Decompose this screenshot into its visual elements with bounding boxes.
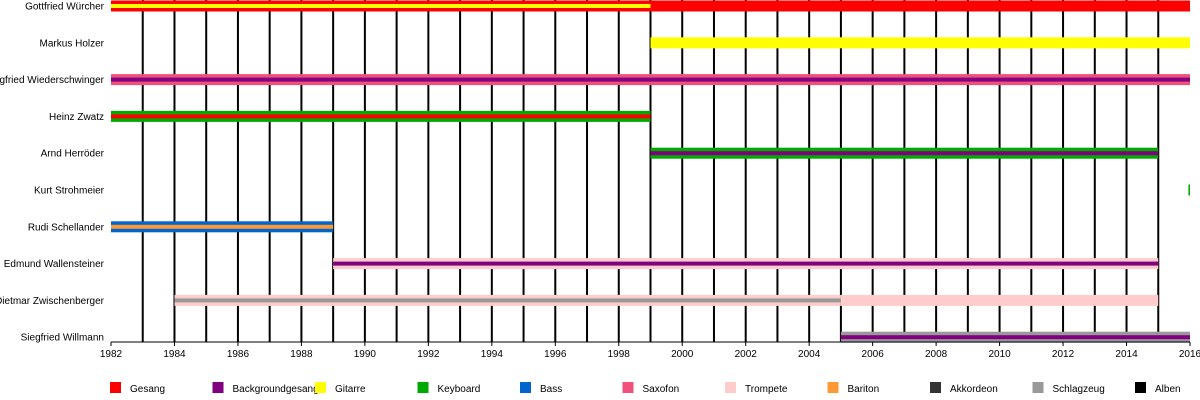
x-tick-label: 1990 <box>354 349 377 360</box>
member-bar-secondary <box>840 335 1190 340</box>
member-bar <box>840 294 1159 306</box>
legend-label: Bass <box>540 384 562 395</box>
legend-label: Bariton <box>848 384 880 395</box>
legend-swatch <box>110 382 121 393</box>
legend-label: Akkordeon <box>950 384 998 395</box>
legend-swatch <box>930 382 941 393</box>
x-tick-label: 1992 <box>417 349 440 360</box>
member-bar-secondary <box>111 4 651 8</box>
member-bar-secondary <box>111 114 651 119</box>
legend-swatch <box>1135 382 1146 393</box>
member-bar <box>650 0 1190 12</box>
legend-label: Gesang <box>130 384 165 395</box>
legend-swatch <box>212 382 224 393</box>
member-name-label: Gottfried Würcher <box>25 2 105 13</box>
member-bar-secondary <box>111 77 1190 82</box>
x-tick-label: 2016 <box>1179 349 1200 360</box>
x-tick-label: 2014 <box>1115 349 1138 360</box>
member-bar-secondary <box>650 151 1159 156</box>
x-axis: 1982 1984 1986 1988 1990 1992 1994 1996 1998 2000… <box>100 341 1200 360</box>
x-tick-label: 1994 <box>481 349 504 360</box>
member-name-label: Siegfried Wiederschwinger <box>0 75 105 86</box>
x-tick-label: 2010 <box>988 349 1011 360</box>
legend-label: Gitarre <box>335 384 366 395</box>
legend-label: Backgroundgesang <box>233 384 319 395</box>
member-bar <box>1188 184 1190 196</box>
legend-swatch <box>827 382 839 393</box>
album-lines <box>141 0 1160 342</box>
legend-label: Trompete <box>745 384 788 395</box>
x-tick-label: 2004 <box>798 349 821 360</box>
x-tick-label: 1984 <box>163 349 186 360</box>
legend-swatch <box>417 382 429 393</box>
x-tick-label: 1986 <box>227 349 250 360</box>
legend-label: Schlagzeug <box>1053 384 1105 395</box>
member-labels: Gottfried Würcher Markus Holzer Siegfried … <box>0 2 105 344</box>
legend-label: Alben <box>1155 384 1181 395</box>
member-name-label: Kurt Strohmeier <box>34 186 105 197</box>
member-bar <box>650 37 1190 49</box>
member-name-label: Markus Holzer <box>40 38 105 49</box>
member-name-label: Rudi Schellander <box>28 222 105 233</box>
member-bar-secondary <box>174 298 841 303</box>
member-bar-secondary <box>111 224 334 229</box>
member-name-label: Dietmar Zwischenberger <box>0 296 105 307</box>
x-tick-label: 2006 <box>862 349 885 360</box>
member-bar-secondary <box>333 261 1159 266</box>
legend-swatch <box>725 382 736 393</box>
x-tick-label: 2008 <box>925 349 948 360</box>
legend-swatch <box>1032 382 1044 393</box>
legend: Gesang Backgroundgesang Gitarre Keyboard Bas… <box>110 382 1181 395</box>
x-tick-label: 2002 <box>735 349 758 360</box>
member-name-label: Edmund Wallensteiner <box>4 259 105 270</box>
legend-label: Keyboard <box>438 384 481 395</box>
x-tick-label: 1998 <box>608 349 631 360</box>
x-tick-label: 1996 <box>544 349 567 360</box>
x-tick-label: 2012 <box>1052 349 1075 360</box>
legend-swatch <box>315 382 326 393</box>
x-tick-label: 1988 <box>290 349 313 360</box>
member-bars <box>111 0 1190 343</box>
legend-swatch <box>520 382 531 393</box>
member-name-label: Siegfried Willmann <box>21 333 104 344</box>
member-name-label: Arnd Herröder <box>41 149 105 160</box>
legend-label: Saxofon <box>643 384 680 395</box>
member-name-label: Heinz Zwatz <box>49 112 104 123</box>
x-tick-label: 2000 <box>671 349 694 360</box>
x-tick-label: 1982 <box>100 349 123 360</box>
legend-swatch <box>622 382 634 393</box>
